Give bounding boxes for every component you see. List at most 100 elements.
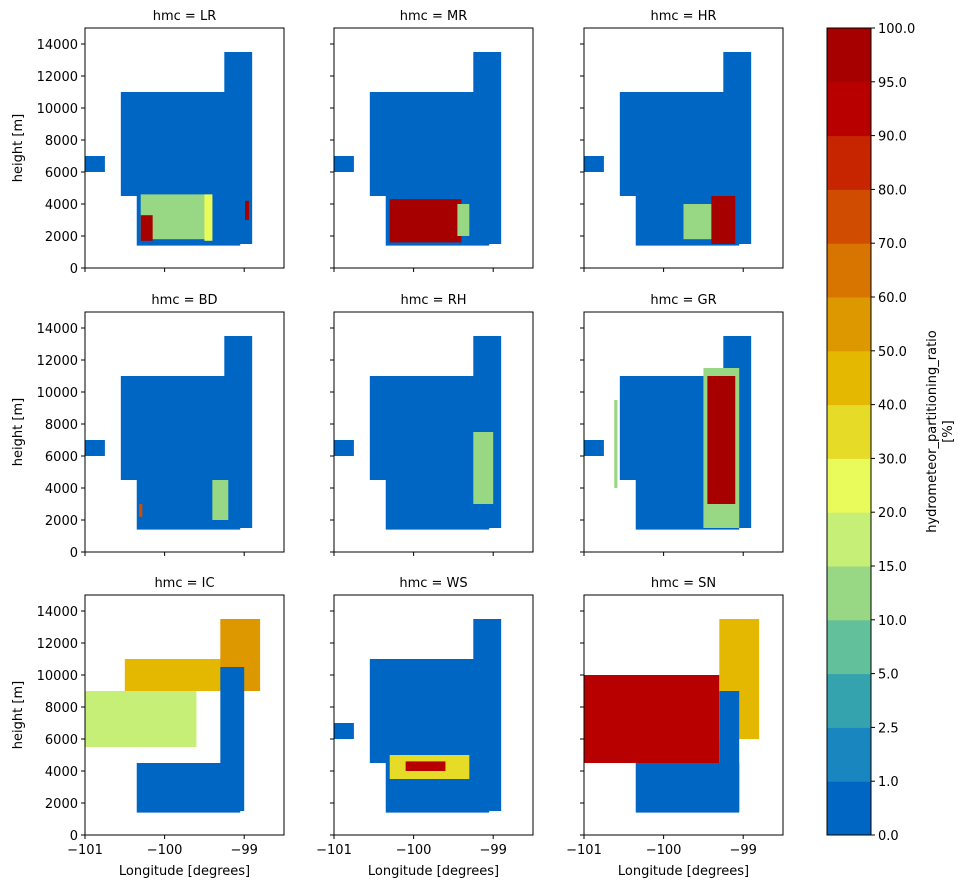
- heatmap-region: [139, 504, 143, 517]
- colorbar-tick-label: 100.0: [878, 22, 915, 37]
- panel-hr: hmc = HR: [580, 9, 784, 272]
- y-tick-label: 0: [70, 829, 78, 844]
- heatmap-region: [385, 480, 490, 530]
- x-tick-label: −101: [67, 843, 103, 858]
- heatmap-cells: [85, 336, 253, 530]
- panel-ws: hmc = WS −101 −100 −99 Longitude [degrees]: [316, 576, 534, 879]
- panel-grid: hmc = LR 0 2000 4000 6000 8000 10000 12000 14000…: [11, 9, 784, 879]
- heatmap-region: [584, 156, 604, 172]
- heatmap-region: [204, 194, 213, 241]
- x-tick-label: −100: [646, 843, 682, 858]
- colorbar-tick-label: 70.0: [878, 237, 907, 252]
- y-tick-label: 4000: [45, 482, 78, 497]
- heatmap-region: [85, 156, 105, 172]
- colorbar-segment: [827, 619, 871, 675]
- heatmap-region: [212, 480, 229, 520]
- heatmap-region: [140, 215, 153, 241]
- y-tick-label: 14000: [37, 605, 78, 620]
- x-tick-label: −99: [479, 843, 506, 858]
- y-tick-label: 4000: [45, 198, 78, 213]
- y-axis-label: height [m]: [11, 681, 26, 749]
- x-axis-label: Longitude [degrees]: [618, 864, 749, 879]
- heatmap-region: [584, 440, 604, 456]
- heatmap-cells: [584, 52, 752, 246]
- colorbar-tick-label: 20.0: [878, 506, 907, 521]
- y-tick-label: 8000: [45, 418, 78, 433]
- axes-frame: [333, 311, 534, 553]
- heatmap-region: [220, 667, 245, 811]
- axes-frame: [333, 594, 534, 836]
- y-tick-label: 0: [70, 546, 78, 561]
- heatmap-cells: [584, 619, 760, 813]
- colorbar-unit: [%]: [941, 420, 956, 443]
- colorbar-tick-label: 1.0: [878, 775, 899, 790]
- panel-gr: hmc = GR: [580, 293, 784, 556]
- heatmap-region: [707, 376, 736, 504]
- y-tick-label: 8000: [45, 701, 78, 716]
- y-tick-label: 12000: [37, 70, 78, 85]
- y-tick-label: 12000: [37, 637, 78, 652]
- y-tick-label: 2000: [45, 230, 78, 245]
- heatmap-region: [369, 376, 490, 480]
- heatmap-region: [334, 156, 354, 172]
- heatmap-region: [244, 200, 249, 220]
- heatmap-region: [683, 204, 716, 240]
- colorbar-segment: [827, 404, 871, 459]
- panel-bd: hmc = BD 0 2000 4000 6000 8000 10000 12000 14000…: [11, 293, 285, 561]
- heatmap-region: [120, 376, 241, 480]
- y-tick-label: 14000: [37, 322, 78, 337]
- heatmap-cells: [334, 336, 502, 530]
- heatmap-cells: [85, 52, 253, 246]
- heatmap-region: [711, 196, 736, 244]
- colorbar-tick-label: 15.0: [878, 560, 907, 575]
- heatmap-region: [334, 440, 354, 456]
- panel-sn: hmc = SN −101 −100 −99 Longitude [degrees]: [566, 576, 784, 879]
- colorbar-segment: [827, 189, 871, 244]
- axes-frame: [333, 27, 534, 269]
- colorbar-segment: [827, 81, 871, 137]
- axes-frame: [583, 27, 784, 269]
- x-tick-label: −101: [316, 843, 352, 858]
- heatmap-region: [369, 659, 490, 763]
- panel-lr: hmc = LR 0 2000 4000 6000 8000 10000 12000 14000…: [11, 9, 285, 277]
- colorbar: 0.0 1.0 2.5 5.0 10.0 15.0 20.0 30.0 40.0 50.0 60.0…: [826, 22, 956, 844]
- colorbar-segment: [827, 727, 871, 782]
- colorbar-segment: [827, 135, 871, 190]
- panel-ic: hmc = IC 0 2000 4000 6000 8000 10000 12000 14000…: [11, 576, 285, 879]
- y-tick-label: 10000: [37, 102, 78, 117]
- panel-title: hmc = BD: [151, 293, 217, 308]
- heatmap-cells: [334, 619, 502, 813]
- panel-mr: hmc = MR: [330, 9, 534, 272]
- colorbar-tick-label: 0.0: [878, 829, 899, 844]
- heatmap-region: [120, 92, 241, 196]
- colorbar-tick-label: 60.0: [878, 291, 907, 306]
- colorbar-segment: [827, 673, 871, 728]
- colorbar-segment: [827, 297, 871, 352]
- colorbar-tick-label: 2.5: [878, 721, 899, 736]
- heatmap-cells: [334, 52, 502, 246]
- panel-title: hmc = SN: [651, 576, 716, 591]
- y-tick-label: 8000: [45, 134, 78, 149]
- axes-frame: [84, 594, 285, 836]
- heatmap-region: [473, 432, 494, 504]
- y-tick-label: 0: [70, 262, 78, 277]
- heatmap-region: [584, 675, 720, 763]
- y-tick-label: 2000: [45, 797, 78, 812]
- x-axis-label: Longitude [degrees]: [119, 864, 250, 879]
- colorbar-segment: [827, 350, 871, 406]
- y-tick-label: 6000: [45, 166, 78, 181]
- heatmap-region: [369, 92, 490, 196]
- panel-title: hmc = GR: [650, 293, 716, 308]
- colorbar-tick-label: 80.0: [878, 183, 907, 198]
- heatmap-region: [334, 723, 354, 739]
- colorbar-tick-label: 50.0: [878, 345, 907, 360]
- colorbar-tick-label: 90.0: [878, 130, 907, 145]
- heatmap-region: [405, 761, 446, 771]
- y-tick-label: 2000: [45, 514, 78, 529]
- panel-title: hmc = IC: [154, 576, 214, 591]
- x-axis-label: Longitude [degrees]: [368, 864, 499, 879]
- heatmap-region: [719, 691, 740, 811]
- heatmap-region: [614, 400, 618, 488]
- heatmap-region: [85, 691, 197, 747]
